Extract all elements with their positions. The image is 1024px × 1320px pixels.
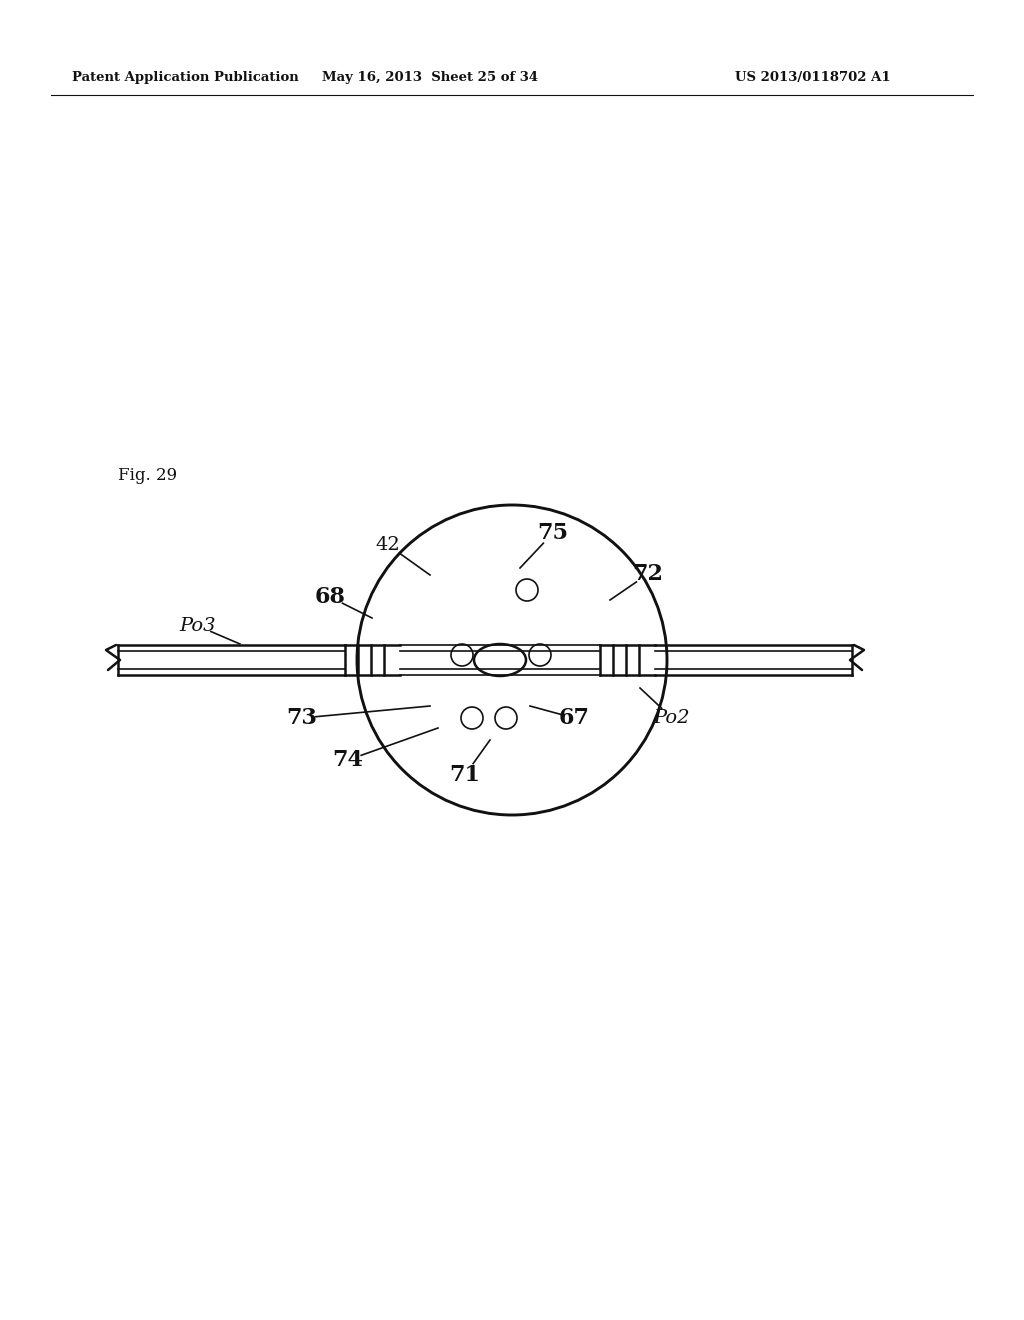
Text: 73: 73 [287, 708, 317, 729]
Text: Patent Application Publication: Patent Application Publication [72, 71, 299, 84]
Text: 71: 71 [450, 764, 480, 785]
Text: Po2: Po2 [653, 709, 690, 727]
Text: 74: 74 [333, 748, 364, 771]
Text: 75: 75 [538, 521, 568, 544]
Text: 42: 42 [376, 536, 400, 554]
Text: 72: 72 [633, 564, 664, 585]
Text: May 16, 2013  Sheet 25 of 34: May 16, 2013 Sheet 25 of 34 [322, 71, 538, 84]
Text: Fig. 29: Fig. 29 [118, 466, 177, 483]
Text: 67: 67 [558, 708, 590, 729]
Text: Po3: Po3 [180, 616, 216, 635]
Text: US 2013/0118702 A1: US 2013/0118702 A1 [735, 71, 891, 84]
Text: 68: 68 [314, 586, 345, 609]
